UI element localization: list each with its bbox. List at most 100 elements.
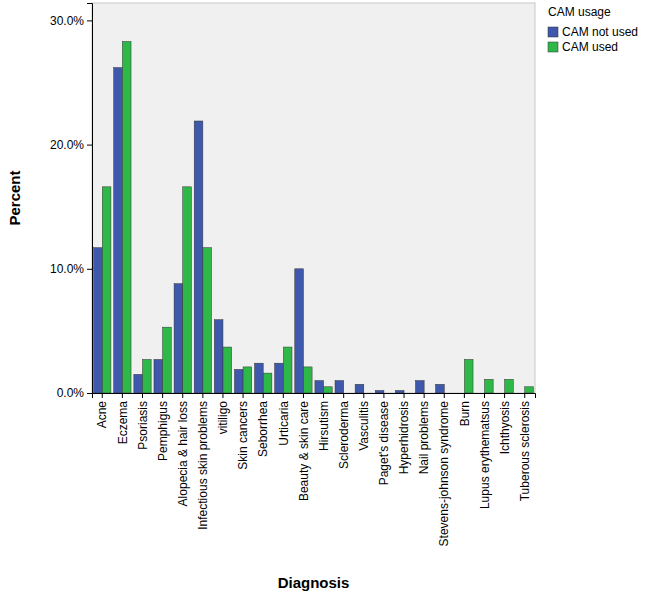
- bar: [303, 367, 312, 393]
- tick-label: Stevens-johnson syndrome: [437, 401, 451, 547]
- bar: [275, 363, 284, 393]
- bar: [122, 42, 131, 393]
- tick-label: Pemphigus: [156, 401, 170, 461]
- bar: [404, 393, 413, 394]
- tick: Skin cancers: [236, 393, 250, 470]
- axis-line: [93, 394, 536, 399]
- tick-label: Hirsutism: [317, 401, 331, 451]
- tick: Acne: [95, 393, 109, 428]
- tick-mark: [524, 393, 525, 398]
- legend-title: CAM usage: [548, 5, 611, 19]
- tick-label: Burn: [458, 401, 472, 426]
- tick-mark: [182, 393, 183, 398]
- bar: [134, 374, 143, 393]
- legend-entry: CAM used: [548, 40, 618, 54]
- tick-label: Alopecia & hair loss: [176, 401, 190, 506]
- tick-mark: [243, 393, 244, 398]
- tick-mark: [162, 393, 163, 398]
- bar: [344, 393, 353, 394]
- bar: [355, 384, 364, 393]
- bar: [283, 347, 292, 393]
- legend-swatch: [548, 27, 558, 37]
- tick-label: Seborrhea: [256, 401, 270, 457]
- tick-label: 0.0%: [57, 386, 85, 400]
- tick-mark: [363, 393, 364, 398]
- bar: [203, 248, 212, 393]
- bar: [295, 269, 304, 393]
- tick: Tuberous sclerosis: [518, 393, 532, 501]
- tick: vitiligo: [216, 393, 230, 434]
- bar: [516, 393, 525, 394]
- tick: Eczema: [116, 393, 130, 444]
- tick: Paget's disease: [377, 393, 391, 485]
- bar: [395, 391, 404, 393]
- tick-mark: [464, 393, 465, 398]
- tick-label: Nail problems: [417, 401, 431, 474]
- x-axis-title: Diagnosis: [278, 574, 350, 591]
- bar: [114, 68, 123, 393]
- tick: Alopecia & hair loss: [176, 393, 190, 506]
- tick-mark: [87, 20, 92, 21]
- bar: [424, 393, 433, 394]
- bars: [94, 42, 534, 393]
- tick: Urticaria: [277, 393, 291, 446]
- tick: 30.0%: [50, 14, 92, 28]
- tick-label: Vasculitis: [357, 401, 371, 451]
- tick-label: Urticaria: [277, 401, 291, 446]
- bar: [324, 387, 333, 393]
- bar: [496, 393, 505, 394]
- tick: Pemphigus: [156, 393, 170, 461]
- bar: [194, 121, 203, 393]
- bar: [315, 381, 324, 393]
- plot-background: [92, 3, 535, 393]
- tick-label: Tuberous sclerosis: [518, 401, 532, 501]
- bar: [223, 347, 232, 393]
- tick: Lupus erythematsus: [478, 393, 492, 509]
- bar: [456, 393, 465, 394]
- bar: [174, 284, 183, 393]
- tick-mark: [323, 393, 324, 398]
- legend: CAM usage CAM not usedCAM used: [548, 5, 638, 54]
- bar: [476, 393, 485, 394]
- bar: [183, 187, 192, 393]
- bar: [384, 393, 393, 394]
- bar: [94, 248, 103, 393]
- tick-label: Paget's disease: [377, 401, 391, 486]
- tick-mark: [87, 393, 92, 394]
- tick: Psoriasis: [136, 393, 150, 450]
- bar: [163, 327, 172, 393]
- tick: Stevens-johnson syndrome: [437, 393, 451, 546]
- tick-mark: [202, 393, 203, 398]
- axis-line: [87, 4, 93, 394]
- tick-mark: [484, 393, 485, 398]
- tick-label: Psoriasis: [136, 401, 150, 450]
- tick-mark: [122, 393, 123, 398]
- bar: [464, 359, 473, 393]
- bar: [444, 393, 453, 394]
- bar: [335, 381, 344, 393]
- series: [94, 68, 445, 393]
- tick-mark: [87, 269, 92, 270]
- bar: [415, 381, 424, 393]
- tick-label: Skin cancers: [236, 401, 250, 470]
- tick-label: Acne: [95, 401, 109, 429]
- tick-label: Lupus erythematsus: [478, 401, 492, 509]
- tick-label: 30.0%: [50, 14, 84, 28]
- bar: [505, 379, 514, 393]
- tick: Scleroderma: [337, 393, 351, 469]
- legend-label: CAM not used: [562, 25, 638, 39]
- chart: 0.0%10.0%20.0%30.0%AcneEczemaPsoriasisPe…: [0, 0, 660, 597]
- bar: [436, 384, 445, 393]
- tick-label: vitiligo: [216, 401, 230, 435]
- tick-mark: [283, 393, 284, 398]
- tick-mark: [142, 393, 143, 398]
- series: [102, 42, 533, 393]
- tick-mark: [444, 393, 445, 398]
- plot: 0.0%10.0%20.0%30.0%AcneEczemaPsoriasisPe…: [50, 3, 536, 546]
- bar: [102, 187, 111, 393]
- tick: 10.0%: [50, 262, 92, 276]
- tick-label: 10.0%: [50, 262, 84, 276]
- tick-mark: [102, 393, 103, 398]
- tick-label: Beauty & skin care: [297, 401, 311, 501]
- tick-label: Eczema: [116, 401, 130, 445]
